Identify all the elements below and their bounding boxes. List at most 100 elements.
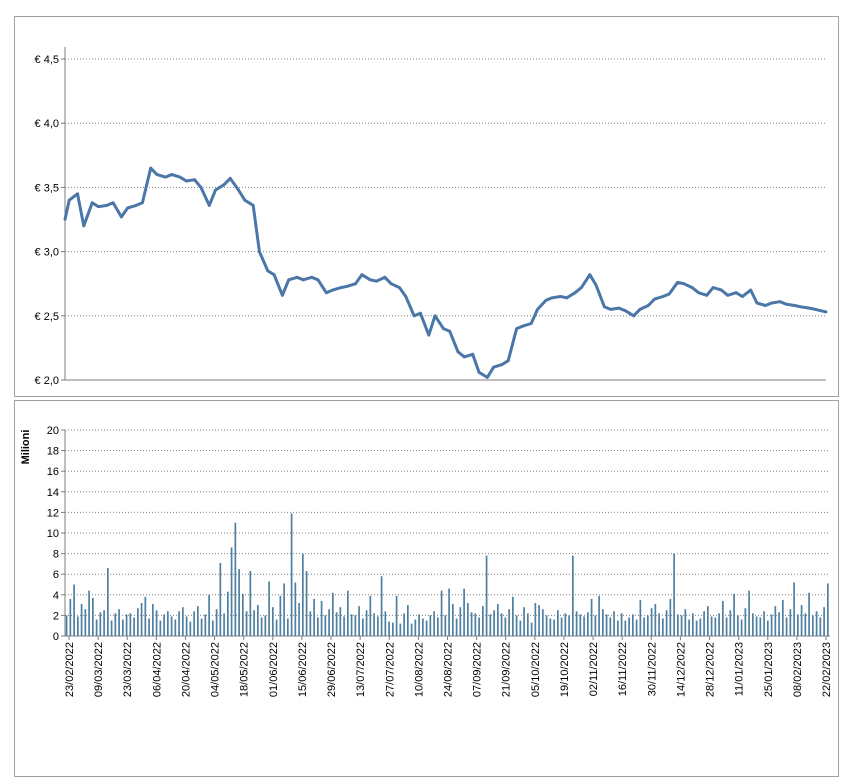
volume-bar (665, 610, 668, 636)
price-point (573, 291, 577, 295)
volume-bar (137, 608, 139, 636)
volume-bar (272, 607, 274, 636)
volume-bar (178, 611, 180, 636)
volume-bar (463, 588, 465, 636)
price-point (720, 288, 723, 292)
price-point (515, 327, 518, 331)
price-point (500, 363, 504, 366)
volume-bar (257, 605, 259, 636)
volume-bar (718, 613, 720, 636)
price-point (778, 300, 782, 304)
volume-bar (770, 614, 773, 636)
price-point (90, 201, 94, 205)
price-point (609, 307, 613, 311)
volume-bar (504, 617, 507, 636)
price-point (178, 175, 182, 179)
volume-x-tick-label: 25/01/2023 (763, 642, 775, 697)
price-point (67, 198, 71, 202)
volume-bar (365, 610, 368, 636)
volume-x-tick-label: 04/05/2022 (210, 642, 222, 697)
volume-bar (677, 614, 679, 636)
volume-x-tick-label: 14/12/2022 (675, 642, 687, 697)
price-point (389, 282, 393, 286)
price-point (544, 298, 548, 302)
price-point (383, 275, 387, 279)
volume-bar (624, 620, 627, 636)
volume-bar (373, 613, 375, 636)
price-point (184, 179, 188, 183)
price-y-tick-label: € 3,0 (35, 247, 59, 259)
volume-bar (605, 614, 608, 636)
volume-bar (692, 613, 694, 636)
price-point (251, 203, 255, 207)
price-point (763, 304, 767, 307)
volume-x-tick-label: 28/12/2022 (705, 642, 717, 697)
price-point (287, 278, 291, 282)
price-point (149, 166, 153, 170)
volume-bar (632, 614, 634, 636)
volume-bar (219, 562, 222, 636)
volume-bar (748, 590, 750, 636)
volume-bar (725, 617, 728, 636)
price-point (63, 218, 67, 221)
volume-x-tick-label: 10/08/2022 (413, 642, 425, 697)
price-point (442, 327, 445, 331)
volume-bar (275, 619, 278, 636)
volume-bar (369, 595, 372, 636)
volume-bar (223, 613, 225, 636)
volume-bar (234, 522, 237, 636)
volume-y-tick-label: 16 (47, 466, 59, 478)
volume-x-tick-label: 22/02/2023 (821, 642, 833, 697)
volume-bar (470, 612, 473, 636)
volume-bar (564, 613, 567, 636)
price-point (676, 281, 679, 284)
volume-bar-chart: 0 2 4 6 8 10 12 14 16 18 20 Milioni 23/02/2022 09/03/… (20, 425, 833, 697)
volume-bar (384, 611, 387, 636)
price-point (120, 215, 123, 219)
price-point (354, 282, 358, 286)
price-y-tick-label: € 3,5 (35, 182, 59, 194)
volume-bar (527, 613, 529, 636)
price-point (632, 314, 636, 318)
volume-bar (242, 593, 244, 636)
volume-bar (380, 576, 383, 636)
volume-bar (587, 612, 589, 636)
volume-bar (643, 617, 645, 636)
volume-bar (785, 617, 788, 636)
price-point (477, 370, 481, 374)
volume-bar (249, 571, 252, 636)
price-point (207, 203, 211, 207)
volume-x-tick-label: 11/01/2023 (734, 642, 746, 696)
volume-bar (452, 604, 454, 636)
price-point (506, 359, 510, 363)
volume-bar (553, 619, 555, 636)
price-point (784, 302, 788, 306)
price-point (807, 306, 811, 310)
price-point (222, 183, 226, 187)
volume-bar (455, 618, 458, 636)
volume-x-tick-label: 19/10/2022 (559, 642, 571, 697)
price-point (536, 307, 539, 311)
price-point (170, 173, 174, 176)
volume-bar (489, 614, 492, 636)
volume-bar (579, 614, 582, 636)
volume-x-tick-label: 20/04/2022 (180, 642, 192, 697)
volume-bar (474, 613, 477, 636)
volume-bar (167, 611, 169, 636)
volume-bar (493, 610, 495, 636)
price-point (755, 301, 759, 305)
volume-bar (815, 611, 818, 636)
volume-bar (268, 581, 270, 636)
volume-bar (294, 582, 297, 636)
volume-x-tick-label: 06/04/2022 (151, 642, 163, 697)
volume-bar (519, 620, 522, 636)
price-point (740, 295, 744, 298)
price-point (419, 311, 422, 315)
volume-bar (144, 596, 147, 636)
volume-bar (433, 611, 435, 636)
volume-bar (309, 611, 312, 636)
volume-bar (99, 612, 102, 636)
price-point (690, 286, 694, 289)
volume-bar (485, 555, 488, 636)
price-point (814, 307, 817, 311)
